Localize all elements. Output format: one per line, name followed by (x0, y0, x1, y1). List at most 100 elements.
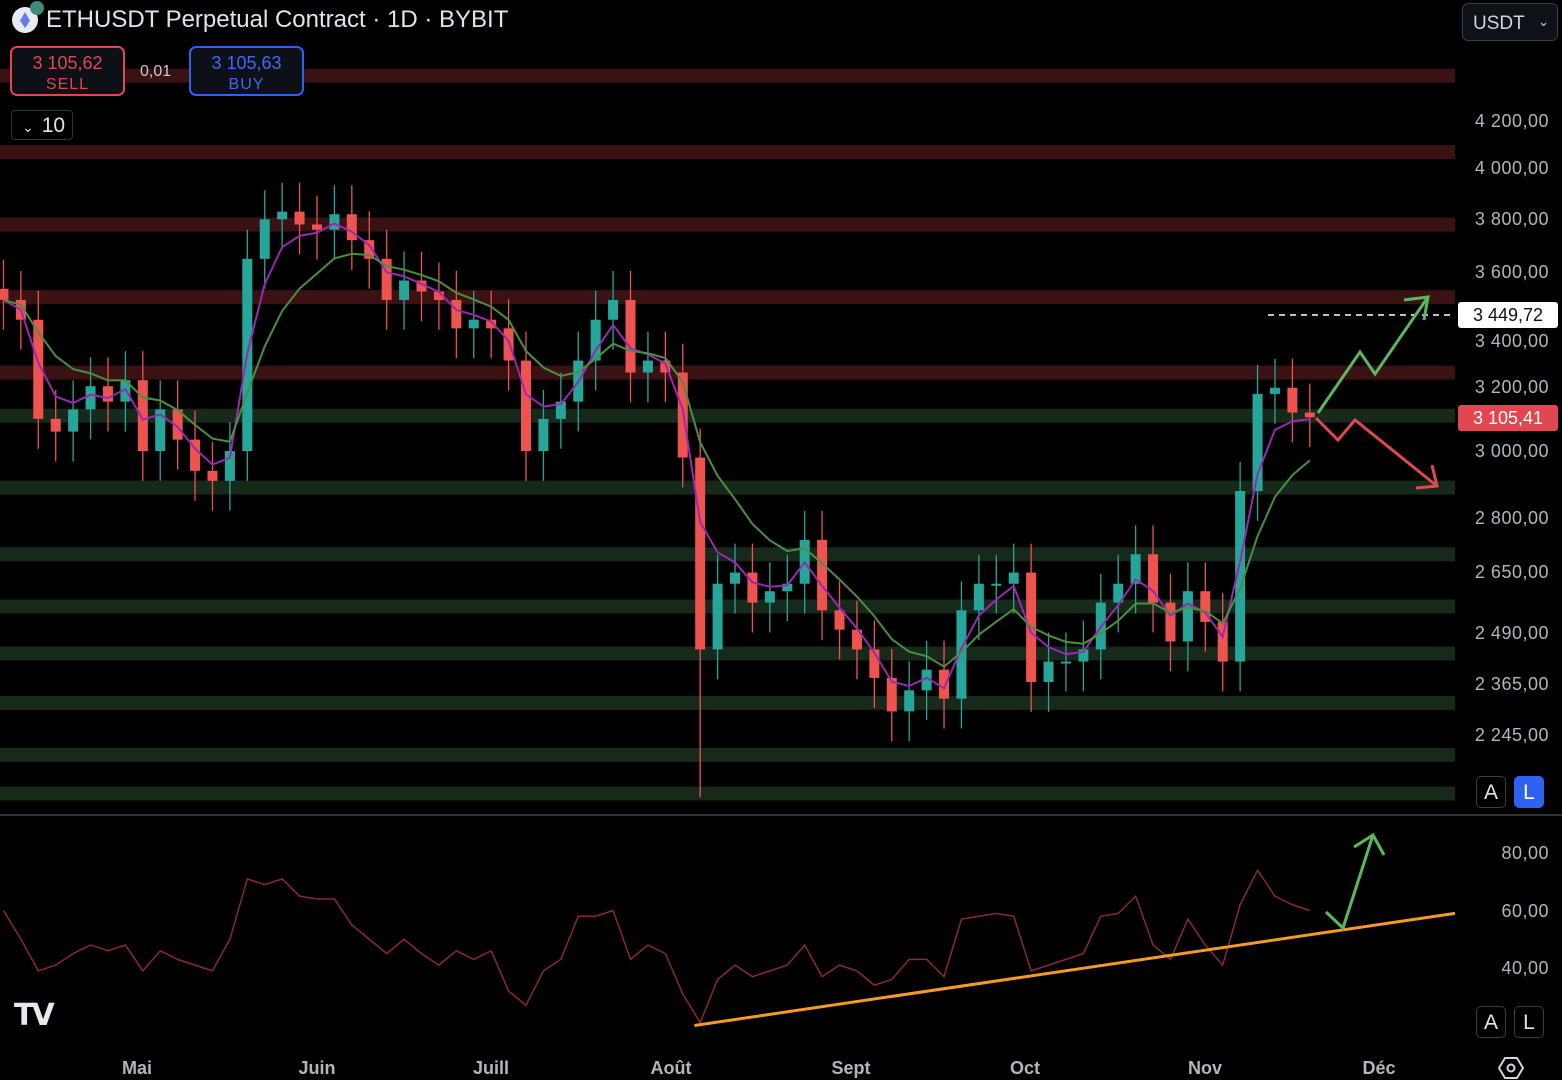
price-tick: 3 800,00 (1474, 209, 1549, 229)
candle-body (1043, 661, 1054, 683)
candle-body (416, 280, 427, 292)
resistance-zone (0, 217, 1455, 232)
auto-scale-button[interactable]: A (1476, 776, 1506, 808)
candle-body (137, 380, 148, 451)
log-scale-button[interactable]: L (1514, 776, 1544, 808)
candle-body (590, 319, 601, 361)
candle-body (172, 409, 183, 440)
price-tick: 2 490,00 (1474, 623, 1549, 643)
zones-layer (0, 68, 1455, 801)
candle-body (1008, 572, 1019, 584)
moving-averages-layer (2, 222, 1311, 690)
ma-slow-line (3, 252, 1311, 668)
candle-body (660, 360, 671, 373)
candle-body (1217, 621, 1228, 662)
candle-body (207, 470, 218, 481)
buy-price: 3 105,63 (211, 53, 282, 73)
candle-body (1078, 649, 1089, 662)
candle-body (712, 583, 723, 650)
settings-icon[interactable] (1498, 1056, 1524, 1080)
tradingview-logo-icon[interactable]: TV (14, 998, 55, 1033)
candle-body (851, 629, 862, 650)
price-tick: 2 800,00 (1474, 508, 1549, 528)
candle-body (311, 224, 322, 230)
buy-button[interactable]: 3 105,63 BUY (189, 46, 304, 96)
symbol-title-text: ETHUSDT Perpetual Contract · 1D · BYBIT (46, 6, 509, 33)
rsi-arrowhead (1353, 832, 1386, 856)
candle-body (1165, 602, 1176, 642)
month-label: Oct (1009, 1058, 1041, 1078)
candle-body (1235, 491, 1246, 662)
month-label: Nov (1187, 1058, 1223, 1078)
candle-body (364, 240, 375, 259)
rsi-tick: 60,00 (1501, 901, 1549, 921)
candle-body (277, 211, 288, 220)
resistance-zone (0, 290, 1455, 305)
candle-body (190, 439, 201, 471)
sell-button[interactable]: 3 105,62 SELL (10, 46, 125, 96)
spread-value: 0,01 (140, 63, 172, 80)
chevron-down-icon: ⌄ (1538, 14, 1549, 29)
price-tick: 4 200,00 (1474, 111, 1549, 131)
currency-dropdown[interactable]: USDT ⌄ (1462, 3, 1558, 41)
support-zone (0, 547, 1455, 562)
candle-body (521, 360, 532, 451)
month-label: Mai (121, 1058, 153, 1078)
candle-body (451, 299, 462, 329)
chevron-down-icon: ⌄ (22, 119, 34, 135)
rsi-tick: 40,00 (1501, 958, 1549, 978)
currency-value: USDT (1473, 13, 1525, 34)
high-price-label: 3 449,72 (1458, 302, 1558, 328)
candle-body (782, 583, 793, 592)
support-zone (0, 408, 1455, 423)
candle-body (886, 677, 897, 712)
rsi-layer (2, 868, 1456, 1027)
price-tick: 3 200,00 (1474, 377, 1549, 397)
candle-body (85, 386, 96, 410)
price-tick: 2 245,00 (1474, 725, 1549, 745)
bearish-arrowhead (1415, 464, 1439, 490)
candle-body (1304, 412, 1315, 418)
support-zone (0, 786, 1455, 801)
month-label: Déc (1362, 1058, 1396, 1078)
candle-body (1287, 387, 1298, 413)
ethereum-logo-icon (12, 1, 44, 33)
bullish-arrowhead (1403, 295, 1430, 321)
candle-body (224, 451, 235, 481)
candle-body (1252, 393, 1263, 492)
candle-body (869, 649, 880, 678)
candle-body (1113, 583, 1124, 603)
candle-body (468, 319, 479, 329)
rsi-log-scale-button[interactable]: L (1514, 1006, 1544, 1038)
symbol-title[interactable]: ETHUSDT Perpetual Contract · 1D · BYBIT (12, 1, 509, 34)
rsi-bounce-arrow (1324, 834, 1375, 931)
support-zone (0, 695, 1455, 710)
resistance-zone (0, 365, 1455, 380)
candles-layer (0, 182, 1315, 798)
candle-body (1182, 591, 1193, 642)
price-tick: 2 650,00 (1474, 562, 1549, 582)
candle-body (329, 214, 340, 230)
candle-body (764, 591, 775, 603)
quantity-dropdown[interactable]: ⌄ 10 (11, 110, 73, 140)
month-label: Sept (831, 1058, 871, 1078)
candle-body (50, 418, 61, 432)
support-zone (0, 646, 1455, 661)
candle-body (294, 211, 305, 225)
candle-body (0, 288, 9, 300)
candle-body (102, 386, 113, 402)
candle-body (834, 610, 845, 630)
candle-body (486, 319, 497, 329)
candle-body (555, 401, 566, 419)
candle-body (939, 669, 950, 699)
candle-body (1130, 554, 1141, 584)
rsi-line (2, 868, 1311, 1025)
rsi-auto-scale-button[interactable]: A (1476, 1006, 1506, 1038)
candle-body (973, 583, 984, 611)
candle-body (642, 360, 653, 373)
bearish-projection-arrow (1314, 416, 1438, 488)
month-label: Août (650, 1058, 692, 1078)
candle-body (956, 610, 967, 699)
candle-body (1148, 554, 1159, 603)
